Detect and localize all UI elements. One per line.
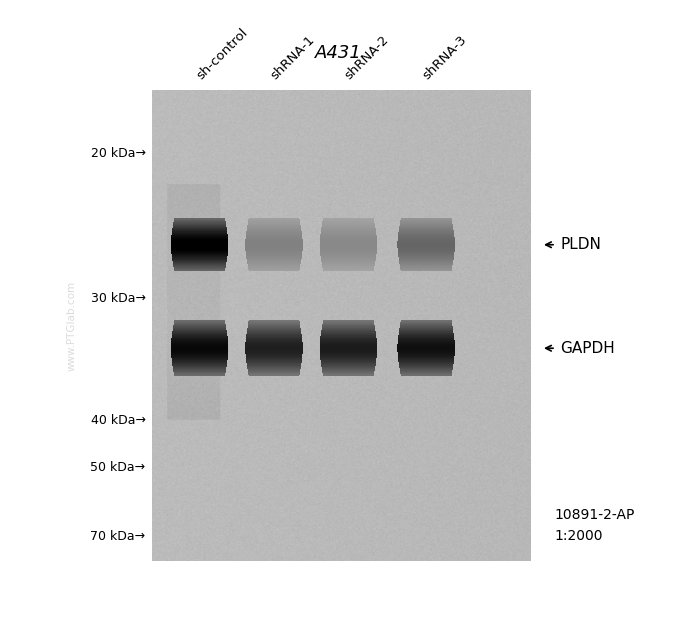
Text: A431: A431 (315, 44, 362, 63)
Text: shRNA-1: shRNA-1 (268, 33, 317, 82)
Text: shRNA-3: shRNA-3 (420, 33, 469, 82)
Text: 20 kDa→: 20 kDa→ (90, 147, 146, 160)
Text: www.PTGlab.com: www.PTGlab.com (66, 281, 76, 371)
Text: 10891-2-AP
1:2000: 10891-2-AP 1:2000 (555, 508, 635, 543)
Text: PLDN: PLDN (560, 237, 601, 252)
Text: 30 kDa→: 30 kDa→ (90, 292, 146, 305)
Text: GAPDH: GAPDH (560, 340, 615, 356)
Text: shRNA-2: shRNA-2 (342, 33, 392, 82)
Text: 70 kDa→: 70 kDa→ (90, 530, 146, 543)
Text: 50 kDa→: 50 kDa→ (90, 461, 146, 474)
Text: sh-control: sh-control (194, 26, 250, 82)
Text: 40 kDa→: 40 kDa→ (90, 414, 146, 427)
